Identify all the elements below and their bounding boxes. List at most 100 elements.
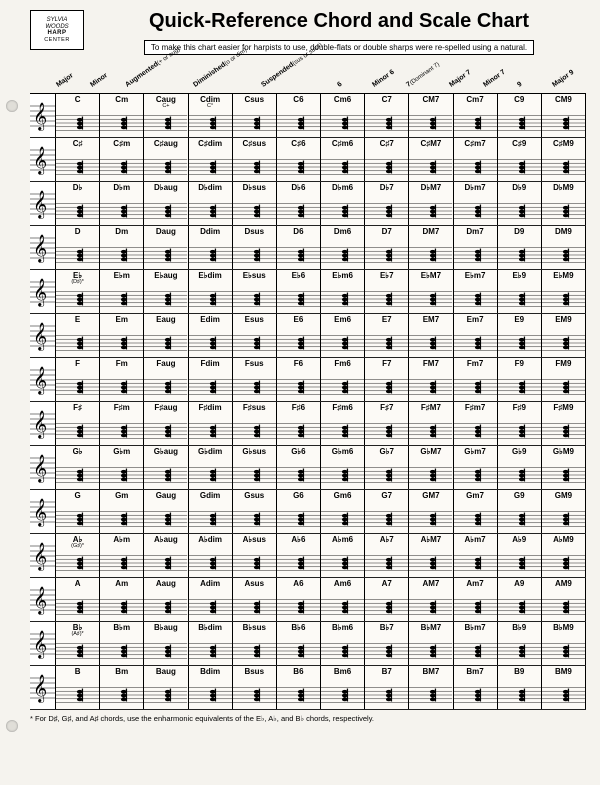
chord-label: B♭7 (365, 622, 408, 632)
chord-cell: Gm (100, 490, 144, 533)
chord-cell: G♭m7 (454, 446, 498, 489)
chord-notation (144, 243, 187, 267)
chord-cell: Ddim (189, 226, 233, 269)
chord-label: Am7 (454, 578, 497, 588)
chord-notation (321, 155, 364, 179)
chord-notation (144, 463, 187, 487)
chord-label: Bm7 (454, 666, 497, 676)
chord-notation (233, 683, 276, 707)
chord-label: Fm (100, 358, 143, 368)
chord-cell: C♯sus (233, 138, 277, 181)
chord-notation (100, 419, 143, 443)
chord-label: F♯M7 (409, 402, 452, 412)
chord-cell: Daug (144, 226, 188, 269)
chord-notation (144, 507, 187, 531)
chord-notation (277, 199, 320, 223)
column-headers: MajorMinorAugmented(+ or aug)Diminished(… (30, 59, 586, 91)
chord-label: A♭dim (189, 534, 232, 544)
chord-notation (100, 243, 143, 267)
chord-cell: D♭m (100, 182, 144, 225)
chord-notation (233, 287, 276, 311)
chord-cell: B♭m6 (321, 622, 365, 665)
chord-cell: Gm6 (321, 490, 365, 533)
chord-notation (100, 111, 143, 135)
chord-notation (321, 595, 364, 619)
chord-notation (454, 551, 497, 575)
chord-cell: C♯m (100, 138, 144, 181)
chord-cell: CM7 (409, 94, 453, 137)
chord-cell: B♭6 (277, 622, 321, 665)
chord-cell: C♯9 (498, 138, 542, 181)
chord-label: F♯m6 (321, 402, 364, 412)
chord-label: CM9 (542, 94, 585, 104)
chord-notation (233, 331, 276, 355)
chord-label: B♭(A♯)* (56, 622, 99, 638)
chord-notation (454, 639, 497, 663)
chord-notation (409, 507, 452, 531)
chord-label: F♯M9 (542, 402, 585, 412)
chord-label: E♭9 (498, 270, 541, 280)
chord-notation (100, 375, 143, 399)
chord-label: E (56, 314, 99, 324)
chord-label: B♭6 (277, 622, 320, 632)
chord-cell: Em6 (321, 314, 365, 357)
staff-clef: 𝄞 (30, 358, 56, 401)
chord-notation (100, 463, 143, 487)
chord-label: E6 (277, 314, 320, 324)
chord-notation (56, 507, 99, 531)
chord-notation (277, 683, 320, 707)
chord-label: D♭M9 (542, 182, 585, 192)
chord-notation (56, 595, 99, 619)
chord-label: Bm6 (321, 666, 364, 676)
chord-notation (56, 287, 99, 311)
svg-text:𝄞: 𝄞 (33, 411, 47, 439)
chord-cell: D7 (365, 226, 409, 269)
chord-cell: AM7 (409, 578, 453, 621)
chord-label: C6 (277, 94, 320, 104)
chord-notation (542, 287, 585, 311)
chord-label: Eaug (144, 314, 187, 324)
staff-clef: 𝄞 (30, 490, 56, 533)
chord-label: Em6 (321, 314, 364, 324)
chord-label: A9 (498, 578, 541, 588)
chord-cell: G♭ (56, 446, 100, 489)
chord-cell: D♭ (56, 182, 100, 225)
chord-label: B♭M9 (542, 622, 585, 632)
chord-notation (542, 331, 585, 355)
chord-notation (365, 111, 408, 135)
chord-label: D♭7 (365, 182, 408, 192)
svg-text:𝄞: 𝄞 (33, 631, 47, 659)
chord-cell: Cm7 (454, 94, 498, 137)
chord-label: F♯m (100, 402, 143, 412)
chord-notation (321, 507, 364, 531)
chord-label: C♯M9 (542, 138, 585, 148)
chord-label: A♭M9 (542, 534, 585, 544)
chord-notation (100, 155, 143, 179)
chord-label: E♭dim (189, 270, 232, 280)
chord-notation (189, 243, 232, 267)
chord-label: D6 (277, 226, 320, 236)
table-row: 𝄞A Am Aaug Adim Asus A6 Am6 A7 (30, 578, 586, 622)
chord-cell: A♭m7 (454, 534, 498, 577)
chord-label: CM7 (409, 94, 452, 104)
staff-clef: 𝄞 (30, 94, 56, 137)
chord-notation (56, 155, 99, 179)
chord-label: G9 (498, 490, 541, 500)
chord-label: G♭sus (233, 446, 276, 456)
chord-cell: B♭9 (498, 622, 542, 665)
chord-label: AM9 (542, 578, 585, 588)
chord-cell: D♭m7 (454, 182, 498, 225)
table-row: 𝄞F Fm Faug Fdim Fsus F6 Fm6 F7 (30, 358, 586, 402)
logo: SYLVIA WOODS HARP CENTER (30, 10, 84, 50)
chord-notation (233, 111, 276, 135)
chord-notation (498, 419, 541, 443)
chord-label: B♭aug (144, 622, 187, 632)
chord-label: F♯sus (233, 402, 276, 412)
chord-cell: B6 (277, 666, 321, 709)
chord-label: B7 (365, 666, 408, 676)
chord-notation (189, 111, 232, 135)
chord-cell: A (56, 578, 100, 621)
chord-cell: F♯M7 (409, 402, 453, 445)
chord-cell: G♭m (100, 446, 144, 489)
chord-notation (144, 639, 187, 663)
